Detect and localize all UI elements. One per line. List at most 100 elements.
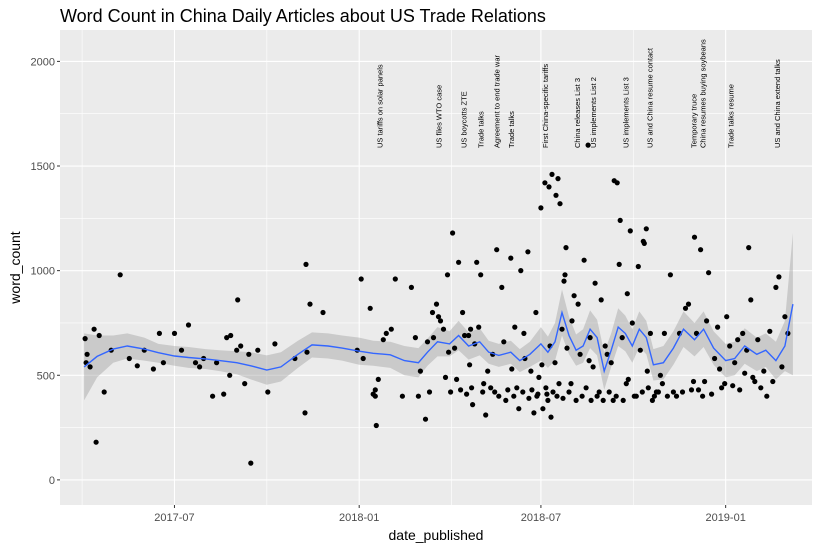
event-label: US files WTO case	[434, 85, 443, 148]
data-point	[227, 372, 233, 378]
data-point	[526, 395, 532, 401]
data-point	[569, 318, 575, 324]
data-point	[224, 335, 230, 341]
data-point	[604, 351, 610, 357]
data-point	[562, 272, 568, 278]
data-point	[435, 314, 442, 320]
data-point	[433, 301, 440, 307]
data-point	[649, 397, 656, 403]
data-point	[375, 376, 381, 382]
data-point	[533, 309, 539, 316]
data-point	[417, 368, 423, 374]
data-point	[633, 393, 639, 399]
data-point	[468, 326, 474, 332]
data-point	[542, 180, 548, 186]
data-point	[238, 343, 244, 349]
data-point	[560, 395, 566, 401]
data-point	[661, 330, 668, 336]
data-point	[610, 397, 616, 403]
data-point	[583, 385, 589, 391]
data-point	[514, 385, 520, 391]
data-point	[588, 397, 594, 403]
data-point	[717, 366, 723, 372]
data-point	[614, 180, 620, 186]
y-tick-label: 500	[37, 370, 55, 382]
data-point	[242, 381, 248, 387]
data-point	[508, 255, 514, 261]
data-point	[221, 391, 227, 397]
data-point	[698, 247, 704, 253]
data-point	[492, 389, 498, 395]
data-point	[594, 393, 600, 399]
data-point	[559, 326, 565, 332]
data-point	[134, 363, 140, 369]
confidence-band	[84, 233, 793, 401]
data-point	[706, 270, 712, 276]
data-point	[700, 393, 706, 399]
data-point	[651, 393, 658, 399]
data-point	[539, 362, 545, 368]
data-point	[96, 332, 102, 339]
data-point	[568, 381, 574, 387]
data-point	[624, 291, 630, 297]
data-point	[516, 406, 522, 412]
data-point	[392, 276, 398, 282]
data-point	[543, 385, 549, 391]
y-tick-label: 0	[49, 475, 55, 487]
data-point	[360, 355, 366, 362]
data-point	[548, 414, 554, 420]
data-point	[529, 387, 535, 393]
event-label: Agreement to end trade war	[493, 54, 502, 147]
data-point	[691, 234, 698, 240]
data-point	[454, 376, 460, 382]
data-point	[501, 339, 507, 345]
data-point	[764, 393, 770, 399]
data-point	[585, 142, 591, 148]
data-point	[639, 389, 645, 395]
data-point	[460, 309, 466, 316]
data-point	[619, 335, 625, 341]
data-point	[549, 171, 555, 177]
data-point	[620, 397, 626, 403]
data-point	[577, 351, 583, 357]
data-point	[587, 335, 593, 341]
data-point	[483, 412, 489, 418]
data-point	[722, 381, 728, 387]
data-point	[746, 245, 752, 251]
data-point	[655, 389, 662, 395]
data-point	[590, 364, 596, 370]
data-point	[724, 314, 730, 320]
data-point	[608, 360, 614, 366]
data-point	[732, 360, 738, 366]
data-point	[246, 351, 252, 357]
data-point	[422, 416, 429, 422]
data-point	[91, 326, 97, 332]
data-point	[304, 349, 310, 355]
data-point	[730, 383, 736, 389]
data-point	[776, 274, 782, 280]
data-point	[573, 397, 579, 403]
data-point	[272, 341, 278, 347]
data-point	[748, 297, 754, 303]
data-point	[509, 366, 515, 372]
data-point	[470, 402, 476, 408]
data-point	[214, 360, 220, 366]
data-point	[485, 368, 491, 374]
data-point	[160, 360, 166, 366]
data-point	[702, 378, 708, 385]
data-point	[101, 389, 107, 395]
data-point	[561, 278, 567, 284]
data-point	[320, 309, 326, 316]
data-point	[623, 381, 629, 387]
event-label: Trade talks	[507, 111, 516, 148]
data-point	[629, 320, 635, 326]
data-point	[602, 343, 608, 349]
smooth-line	[83, 303, 794, 374]
data-point	[536, 374, 542, 380]
data-point	[641, 240, 647, 246]
chart-title: Word Count in China Daily Articles about…	[60, 6, 546, 26]
data-point	[643, 226, 649, 232]
data-point	[553, 192, 559, 198]
